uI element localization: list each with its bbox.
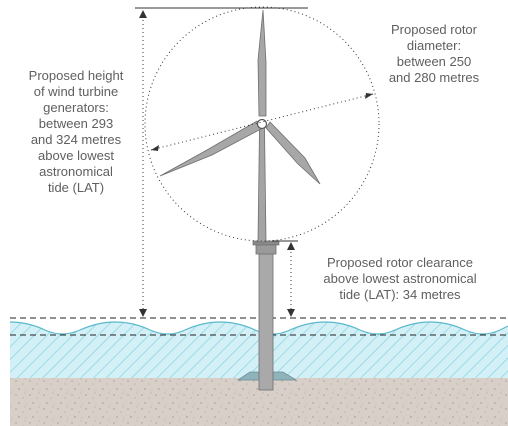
monopile xyxy=(258,249,274,391)
height-arrow-top xyxy=(139,10,147,18)
tower xyxy=(257,127,267,243)
rotor-diameter-label-line: diameter: xyxy=(406,38,462,53)
height-label-line: between 293 xyxy=(38,116,114,131)
diameter-arrow-right xyxy=(365,93,373,99)
rotor-clearance-label: Proposed rotor clearance above lowest as… xyxy=(294,255,506,303)
height-label-line: above lowest xyxy=(38,148,114,163)
rotor-clearance-label-line: above lowest astronomical xyxy=(323,271,477,286)
height-arrow-bottom xyxy=(139,309,147,317)
height-label-line: and 324 metres xyxy=(30,132,122,147)
blade-up xyxy=(257,9,267,117)
height-label-line: of wind turbine xyxy=(33,84,119,99)
rotor-clearance-label-line: tide (LAT): 34 metres xyxy=(339,287,461,302)
height-label-line: tide (LAT) xyxy=(47,180,105,195)
clearance-arrow-top xyxy=(287,242,295,250)
wave-crest xyxy=(9,321,508,335)
transition-piece xyxy=(255,243,277,255)
hub xyxy=(256,118,268,130)
rotor-diameter-label-line: and 280 metres xyxy=(388,70,480,85)
rotor-clearance-label-line: Proposed rotor clearance xyxy=(327,255,473,270)
height-label-line: astronomical xyxy=(39,164,113,179)
rotor-swept-area xyxy=(144,6,380,242)
blade-right xyxy=(265,121,321,185)
height-label-line: generators: xyxy=(43,100,109,115)
rotor-diameter-label-line: Proposed rotor xyxy=(391,22,477,37)
rotor-diameter-label-line: between 250 xyxy=(396,54,472,69)
blade-left xyxy=(159,120,262,177)
diameter-arrow-left xyxy=(151,145,159,151)
height-label-line: Proposed height xyxy=(28,68,124,83)
rotor-diameter-label: Proposed rotor diameter: between 250 and… xyxy=(360,22,508,86)
height-label: Proposed height of wind turbine generato… xyxy=(0,68,152,196)
clearance-arrow-bottom xyxy=(287,309,295,317)
